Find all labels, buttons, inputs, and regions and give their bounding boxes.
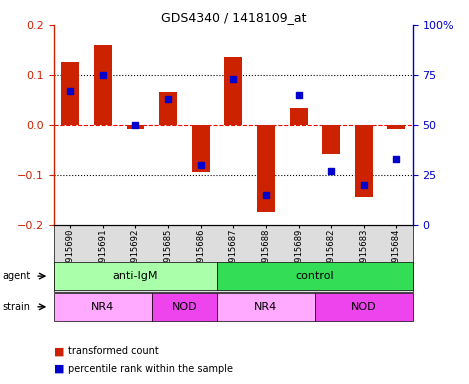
Text: ■: ■ xyxy=(54,346,64,356)
Text: percentile rank within the sample: percentile rank within the sample xyxy=(68,364,233,374)
Text: transformed count: transformed count xyxy=(68,346,159,356)
Bar xyxy=(257,125,275,212)
Text: NR4: NR4 xyxy=(91,302,114,312)
Text: NR4: NR4 xyxy=(254,302,278,312)
Text: NOD: NOD xyxy=(351,302,377,312)
Text: NOD: NOD xyxy=(172,302,197,312)
Text: control: control xyxy=(295,271,334,281)
Bar xyxy=(192,125,210,172)
Text: strain: strain xyxy=(2,302,30,312)
Bar xyxy=(322,125,340,154)
Text: ■: ■ xyxy=(54,364,64,374)
Text: anti-IgM: anti-IgM xyxy=(113,271,158,281)
Bar xyxy=(127,125,144,129)
Bar xyxy=(61,63,79,125)
Bar xyxy=(387,125,405,129)
Bar xyxy=(224,58,242,125)
Bar xyxy=(94,45,112,125)
Bar xyxy=(355,125,373,197)
Text: agent: agent xyxy=(2,271,30,281)
Bar xyxy=(159,93,177,125)
Bar xyxy=(289,108,308,125)
Title: GDS4340 / 1418109_at: GDS4340 / 1418109_at xyxy=(160,11,306,24)
